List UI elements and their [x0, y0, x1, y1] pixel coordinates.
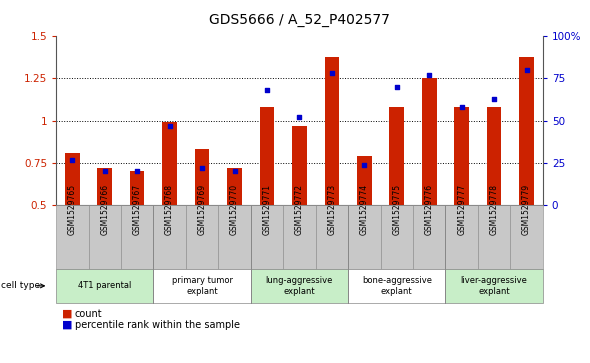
Point [359, 162, 369, 167]
Text: GSM1529769: GSM1529769 [198, 184, 206, 235]
Bar [130, 171, 145, 205]
Point [294, 114, 304, 120]
Text: GDS5666 / A_52_P402577: GDS5666 / A_52_P402577 [209, 13, 390, 27]
Text: GSM1529772: GSM1529772 [295, 184, 304, 235]
Text: GSM1529774: GSM1529774 [360, 184, 369, 235]
Bar [292, 126, 307, 205]
Text: GSM1529768: GSM1529768 [165, 184, 174, 235]
Point [490, 96, 499, 102]
Bar [422, 78, 437, 205]
Text: GSM1529770: GSM1529770 [230, 184, 239, 235]
Bar [162, 122, 177, 205]
Point [327, 70, 336, 76]
Text: GSM1529776: GSM1529776 [425, 184, 434, 235]
Bar [195, 150, 209, 205]
Text: ■: ■ [62, 320, 73, 330]
Point [165, 123, 175, 129]
Text: 4T1 parental: 4T1 parental [78, 281, 132, 290]
Point [67, 156, 77, 162]
Point [262, 87, 271, 93]
Point [425, 72, 434, 78]
Text: percentile rank within the sample: percentile rank within the sample [75, 320, 240, 330]
Text: ■: ■ [62, 309, 73, 319]
Text: GSM1529779: GSM1529779 [522, 184, 531, 235]
Text: GSM1529767: GSM1529767 [133, 184, 142, 235]
Text: lung-aggressive
explant: lung-aggressive explant [266, 276, 333, 295]
Point [392, 84, 401, 90]
Text: GSM1529778: GSM1529778 [490, 184, 499, 235]
Text: bone-aggressive
explant: bone-aggressive explant [362, 276, 432, 295]
Text: liver-aggressive
explant: liver-aggressive explant [461, 276, 527, 295]
Text: GSM1529765: GSM1529765 [68, 184, 77, 235]
Text: count: count [75, 309, 103, 319]
Text: GSM1529777: GSM1529777 [457, 184, 466, 235]
Text: GSM1529773: GSM1529773 [327, 184, 336, 235]
Bar [519, 57, 534, 205]
Point [132, 168, 142, 174]
Bar [97, 168, 112, 205]
Text: primary tumor
explant: primary tumor explant [172, 276, 232, 295]
Bar [260, 107, 274, 205]
Bar [487, 107, 502, 205]
Text: GSM1529775: GSM1529775 [392, 184, 401, 235]
Point [230, 168, 240, 174]
Bar [357, 156, 372, 205]
Text: GSM1529766: GSM1529766 [100, 184, 109, 235]
Text: cell type: cell type [1, 281, 40, 290]
Point [197, 165, 206, 171]
Point [522, 67, 532, 73]
Point [457, 104, 466, 110]
Bar [227, 168, 242, 205]
Bar [389, 107, 404, 205]
Bar [454, 107, 469, 205]
Bar [324, 57, 339, 205]
Text: GSM1529771: GSM1529771 [263, 184, 271, 235]
Point [100, 168, 110, 174]
Bar [65, 153, 80, 205]
